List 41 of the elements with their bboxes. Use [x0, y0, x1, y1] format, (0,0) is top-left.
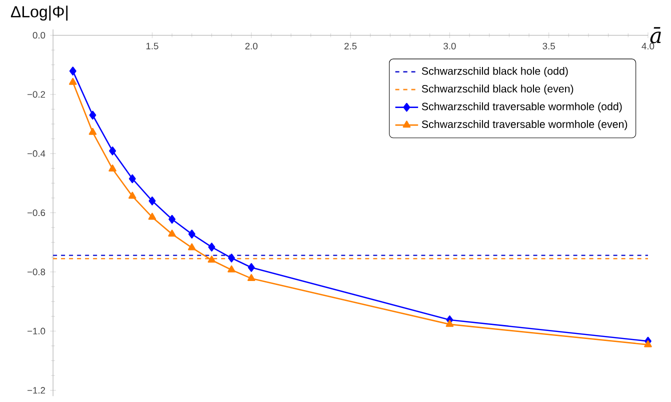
x-tick-label: 2.0	[245, 42, 258, 50]
x-tick-label: 2.5	[344, 42, 357, 50]
point	[188, 230, 196, 238]
point	[188, 243, 196, 250]
legend-label: Schwarzschild traversable wormhole (even)	[422, 120, 628, 130]
y-tick-label: 0.0	[32, 32, 46, 38]
point	[446, 320, 454, 327]
legend-label: Schwarzschild traversable wormhole (odd)	[422, 102, 622, 112]
point	[148, 196, 156, 206]
point	[168, 214, 176, 224]
point	[128, 174, 136, 184]
y-tick-label: −0.8	[28, 268, 46, 276]
point	[168, 230, 176, 236]
point	[109, 146, 116, 156]
point	[228, 254, 235, 262]
y-tick-label: −0.2	[28, 91, 46, 98]
point	[228, 265, 236, 272]
point	[68, 78, 77, 85]
x-tick-label: 4.0	[642, 42, 654, 50]
point	[88, 128, 97, 135]
point	[644, 340, 652, 348]
legend-label: Schwarzschild black hole (odd)	[422, 66, 568, 77]
point	[128, 192, 136, 199]
point	[247, 274, 256, 281]
point	[69, 66, 76, 76]
y-tick-label: −1.0	[28, 328, 46, 334]
point	[248, 262, 255, 272]
x-tick-label: 1.5	[146, 42, 158, 50]
point	[148, 212, 156, 220]
point	[208, 256, 216, 263]
legend-label: Schwarzschild black hole (even)	[422, 84, 574, 95]
x-tick-label: 3.0	[444, 42, 456, 50]
x-tick-label: 3.5	[542, 42, 555, 50]
point	[208, 242, 216, 252]
point	[108, 164, 116, 172]
y-tick-label: −0.6	[28, 209, 46, 216]
x-axis-title: ā	[650, 27, 661, 44]
y-tick-label: −1.2	[28, 386, 46, 394]
y-axis-title: ΔLog|Φ|	[10, 6, 68, 21]
y-tick-label: −0.4	[28, 150, 46, 157]
point	[89, 110, 96, 120]
